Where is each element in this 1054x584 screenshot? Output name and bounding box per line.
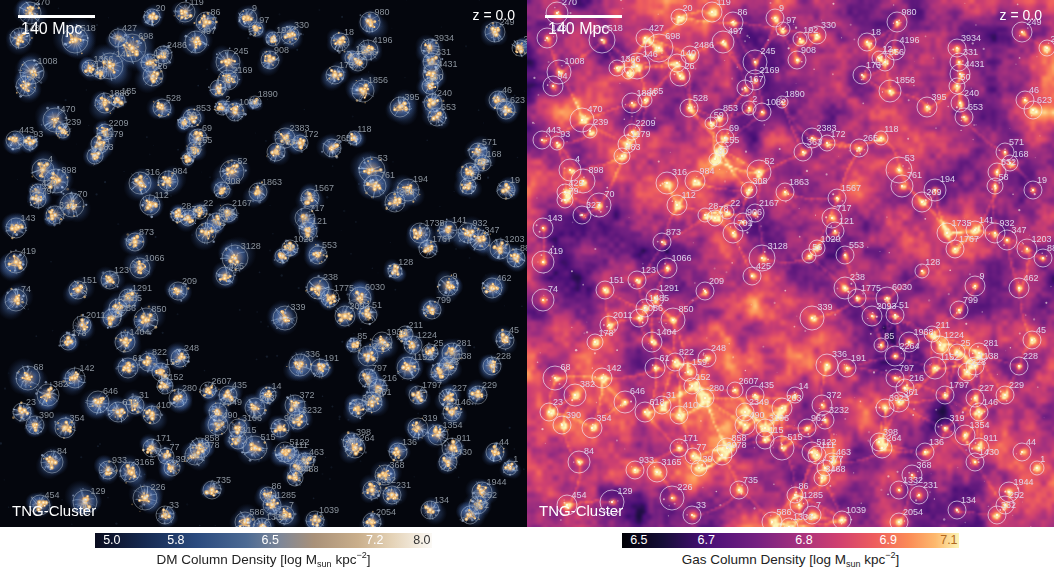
colorbar-tick: 6.5 <box>262 533 279 548</box>
colorbar-tick: 5.0 <box>103 533 120 548</box>
dm-redshift-label: z = 0.0 <box>473 7 515 23</box>
dm-map-panel: 140 Mpc z = 0.0 TNG-Cluster <box>0 0 527 527</box>
gas-colorbar: 6.5 6.7 6.8 6.9 7.1 <box>622 533 959 548</box>
colorbar-tick: 6.8 <box>795 533 812 548</box>
gas-map-canvas <box>527 0 1054 527</box>
colorbar-tick: 7.2 <box>366 533 383 548</box>
gas-colorbar-area: 6.5 6.7 6.8 6.9 7.1 Gas Column Density [log … <box>527 527 1054 584</box>
colorbar-tick: 5.8 <box>167 533 184 548</box>
colorbar-tick: 8.0 <box>413 533 430 548</box>
gas-colorbar-label: Gas Column Density [log Msun kpc−2] <box>527 550 1054 569</box>
dm-colorbar-area: 5.0 5.8 6.5 7.2 8.0 DM Column Density [log M… <box>0 527 527 584</box>
dm-map-canvas <box>0 0 527 527</box>
dm-colorbar: 5.0 5.8 6.5 7.2 8.0 <box>95 533 432 548</box>
colorbar-tick: 7.1 <box>940 533 957 548</box>
gas-scale-bar <box>545 15 622 18</box>
figure: 140 Mpc z = 0.0 TNG-Cluster 140 Mpc z = … <box>0 0 1054 584</box>
dm-colorbar-label: DM Column Density [log Msun kpc−2] <box>0 550 527 569</box>
gas-scale-label: 140 Mpc <box>548 20 609 38</box>
gas-redshift-label: z = 0.0 <box>1000 7 1042 23</box>
dm-sim-label: TNG-Cluster <box>12 502 96 519</box>
colorbar-tick: 6.9 <box>880 533 897 548</box>
dm-scale-label: 140 Mpc <box>21 20 82 38</box>
dm-scale-bar <box>18 15 95 18</box>
gas-map-panel: 140 Mpc z = 0.0 TNG-Cluster <box>527 0 1054 527</box>
colorbar-tick: 6.5 <box>630 533 647 548</box>
gas-sim-label: TNG-Cluster <box>539 502 623 519</box>
colorbar-tick: 6.7 <box>698 533 715 548</box>
